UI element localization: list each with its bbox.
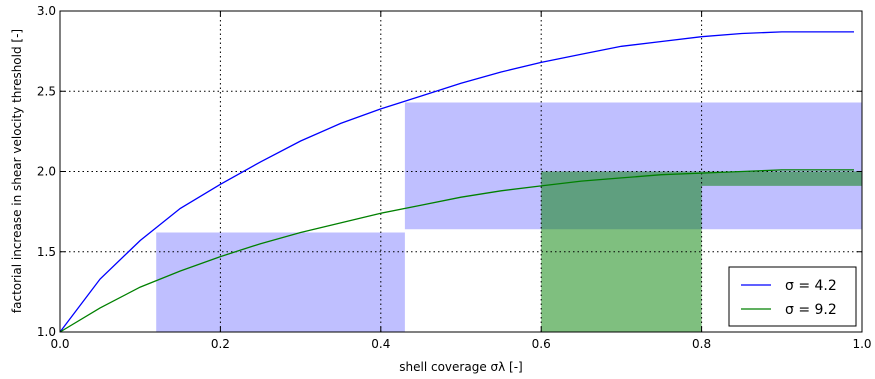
grid-lines (60, 11, 862, 332)
legend: σ = 4.2 σ = 9.2 (728, 266, 857, 327)
y-tick-label: 3.0 (37, 4, 56, 18)
x-tick-label: 0.0 (50, 337, 69, 351)
axis-ticks: 0.0 0.2 0.4 0.6 0.8 1.0 1.0 1.5 2.0 2.5 3.0 (37, 4, 872, 351)
x-tick-label: 0.8 (692, 337, 711, 351)
shaded-region-1 (156, 102, 862, 332)
legend-box (728, 266, 857, 327)
series-lines (59, 31, 854, 333)
x-tick-label: 0.4 (371, 337, 390, 351)
legend-label-series-1: σ = 4.2 (785, 278, 837, 294)
shaded-region-2 (541, 171, 862, 332)
series-line-1 (59, 31, 854, 333)
y-tick-label: 2.0 (37, 165, 56, 179)
legend-label-series-2: σ = 9.2 (785, 302, 837, 318)
y-axis-title: factorial increase in shear velocity thr… (10, 29, 24, 313)
x-axis-title: shell coverage σλ [-] (399, 360, 522, 374)
y-tick-label: 2.5 (37, 84, 56, 98)
series-line-2 (59, 169, 854, 333)
y-tick-label: 1.0 (37, 325, 56, 339)
y-tick-label: 1.5 (37, 245, 56, 259)
x-tick-label: 0.6 (532, 337, 551, 351)
shaded-regions (156, 102, 862, 332)
x-tick-label: 1.0 (852, 337, 871, 351)
x-tick-label: 0.2 (211, 337, 230, 351)
